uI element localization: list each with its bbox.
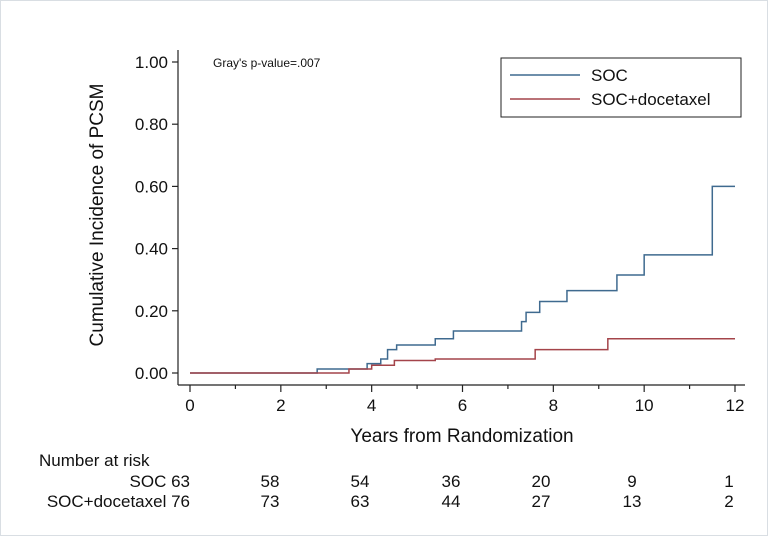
series-line-soc-docetaxel [190, 338, 735, 374]
x-tick-label: 0 [185, 396, 194, 415]
y-tick-label: 0.80 [135, 115, 168, 134]
p-value-annotation: Gray's p-value=.007 [213, 56, 321, 70]
series-layer [190, 185, 735, 374]
risk-count: 1 [724, 472, 733, 491]
x-ticks: 0 2 4 6 8 10 12 [185, 385, 744, 415]
risk-row-label: SOC+docetaxel 76 [47, 492, 190, 511]
legend-box [500, 57, 742, 118]
risk-count: 44 [442, 492, 461, 511]
risk-count: 13 [623, 492, 642, 511]
risk-count: 27 [532, 492, 551, 511]
x-tick-label: 6 [458, 396, 467, 415]
risk-count: 54 [351, 472, 370, 491]
risk-count: 9 [627, 472, 636, 491]
risk-count: 73 [261, 492, 280, 511]
x-tick-label: 8 [549, 396, 558, 415]
y-tick-label: 1.00 [135, 53, 168, 72]
y-tick-label: 0.20 [135, 302, 168, 321]
risk-count: 36 [442, 472, 461, 491]
y-tick-label: 0.00 [135, 364, 168, 383]
risk-row-label: SOC 63 [130, 472, 190, 491]
risk-table: Number at risk SOC 63 58 54 36 20 9 1 SOC+docet… [39, 451, 734, 511]
legend: SOC SOC+docetaxel [500, 57, 742, 118]
risk-count: 20 [532, 472, 551, 491]
x-tick-label: 10 [635, 396, 654, 415]
legend-label: SOC+docetaxel [591, 90, 711, 109]
risk-count: 63 [351, 492, 370, 511]
legend-label: SOC [591, 66, 628, 85]
y-axis-label: Cumulative Incidence of PCSM [87, 84, 108, 347]
axes [177, 50, 745, 386]
risk-count: 58 [261, 472, 280, 491]
series-line-soc [190, 185, 735, 374]
y-tick-label: 0.40 [135, 240, 168, 259]
y-ticks: 0.00 0.20 0.40 0.60 0.80 1.00 [135, 53, 178, 383]
risk-table-title: Number at risk [39, 451, 150, 470]
y-tick-label: 0.60 [135, 177, 168, 196]
x-axis-label: Years from Randomization [350, 426, 573, 447]
x-tick-label: 4 [367, 396, 376, 415]
x-tick-label: 12 [726, 396, 745, 415]
risk-count: 2 [724, 492, 733, 511]
x-tick-label: 2 [276, 396, 285, 415]
